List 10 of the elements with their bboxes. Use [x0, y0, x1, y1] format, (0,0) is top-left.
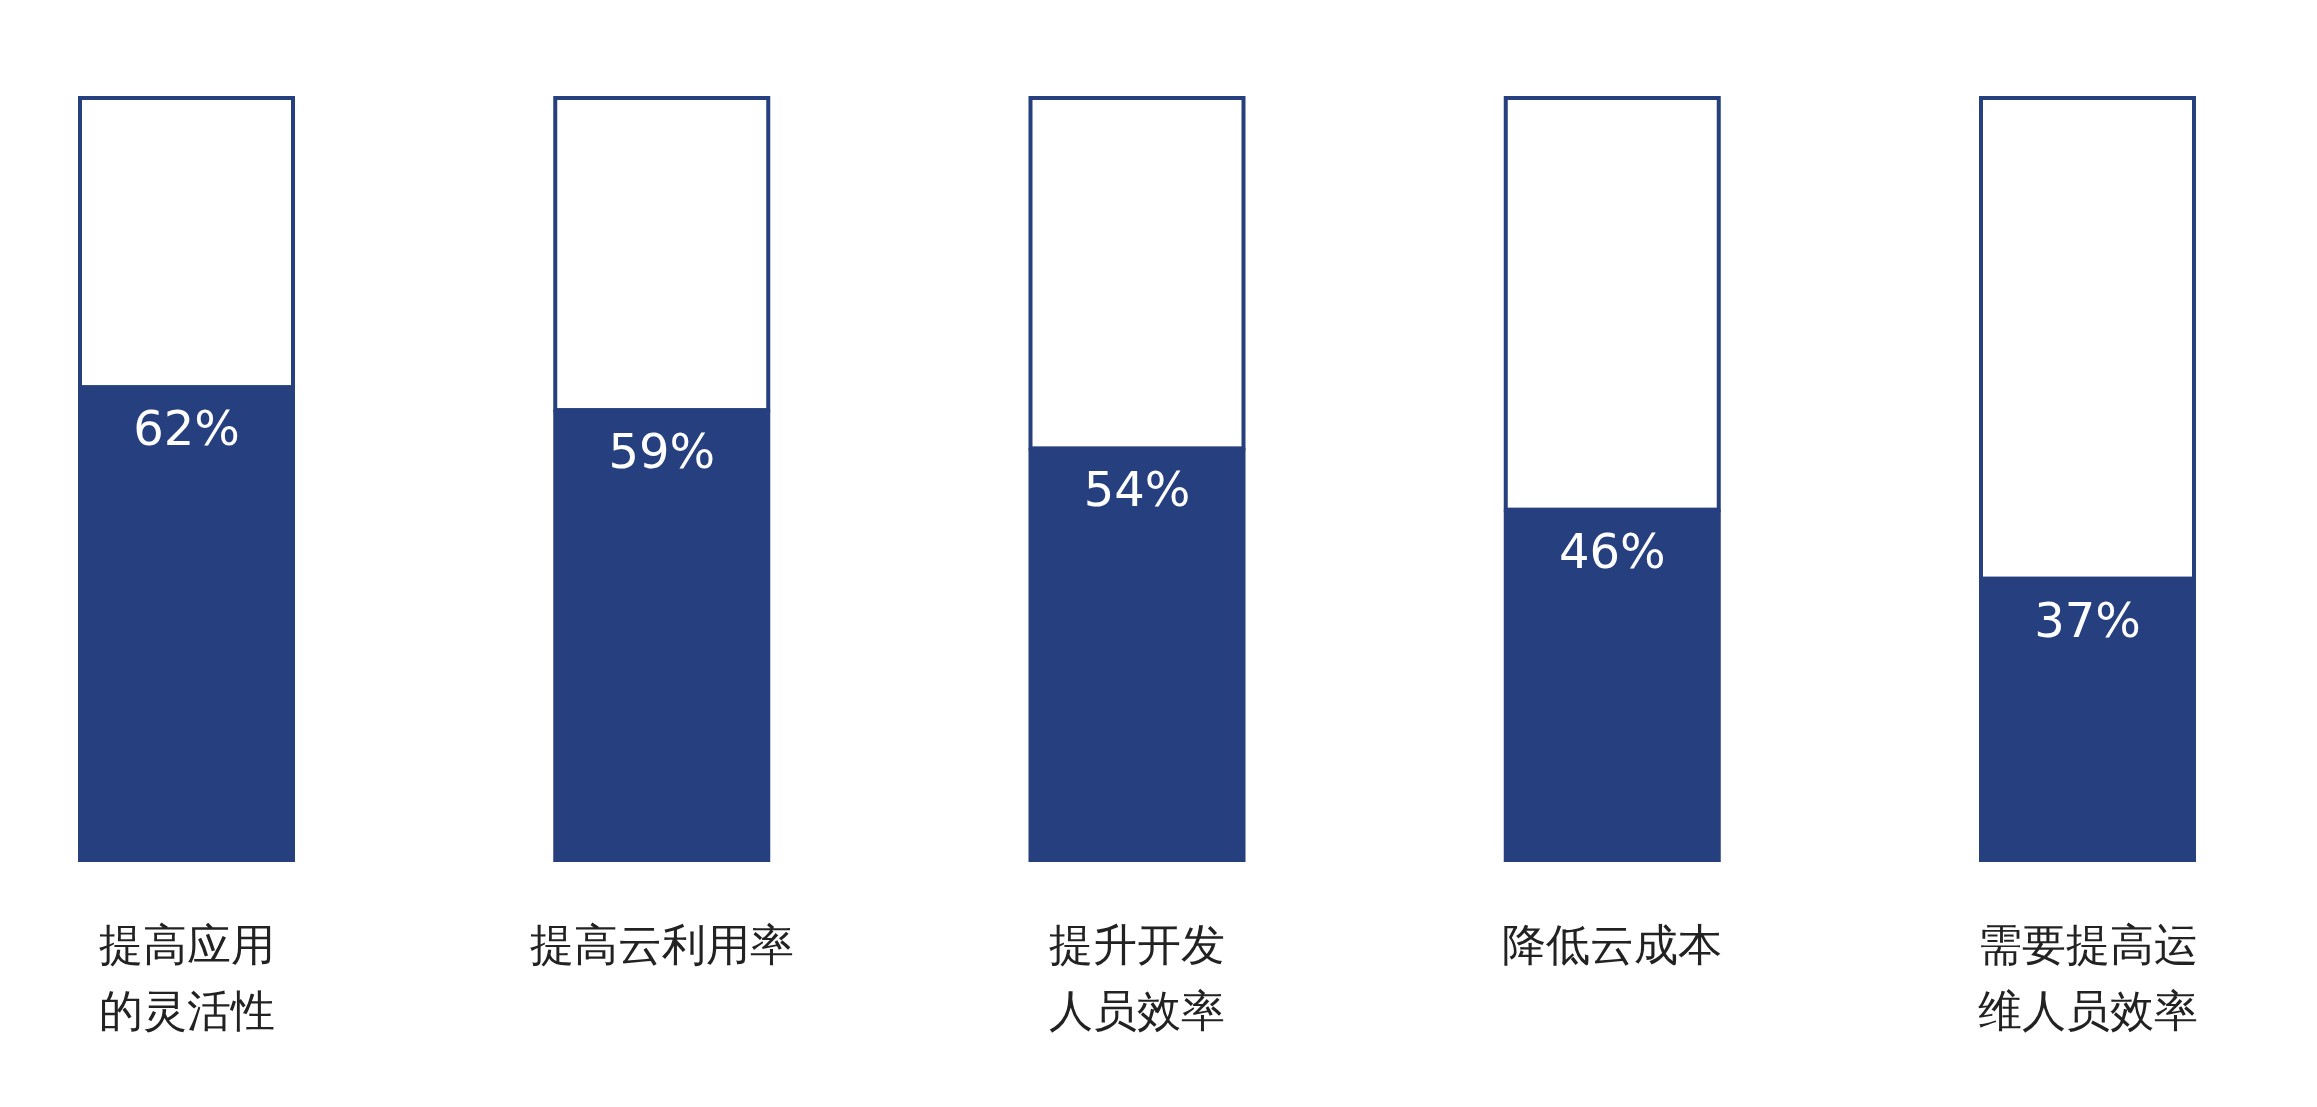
x-tick-label: 提升开发人员效率: [1049, 919, 1225, 1036]
data-label: 46%: [1558, 522, 1666, 579]
x-tick-label: 提高云利用率: [529, 919, 794, 970]
data-label: 54%: [1083, 461, 1191, 518]
x-tick-label: 降低云成本: [1502, 919, 1723, 970]
data-label: 62%: [133, 400, 240, 457]
x-tick-label: 需要提高运维人员效率: [1977, 919, 2198, 1036]
data-label: 59%: [608, 423, 716, 480]
x-tick-label: 提高应用的灵活性: [98, 919, 275, 1036]
data-label: 37%: [2034, 591, 2141, 648]
